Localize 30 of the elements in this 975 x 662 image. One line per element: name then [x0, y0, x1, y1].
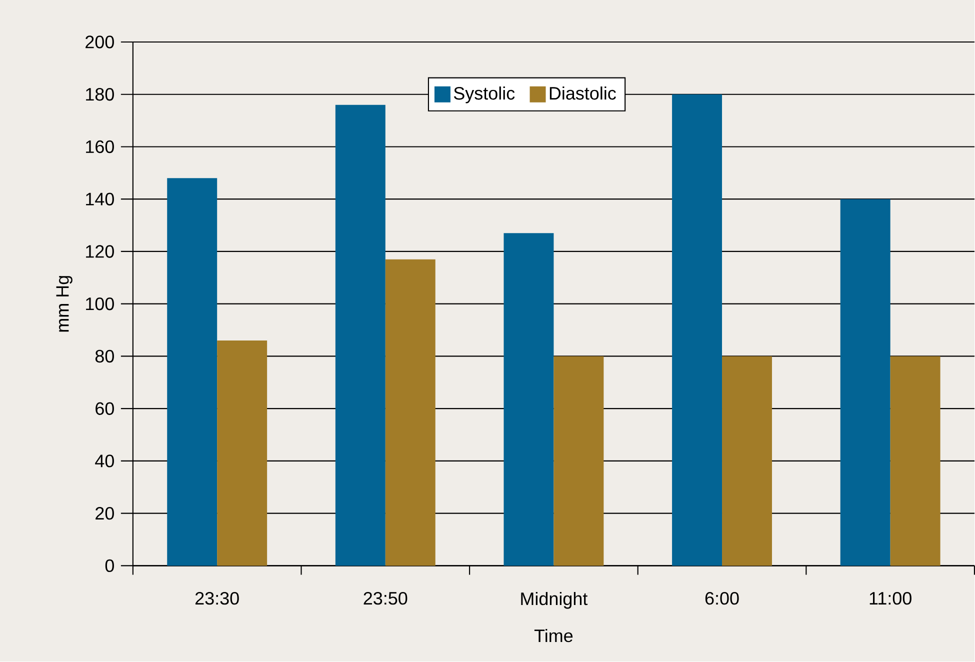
y-tick-label: 60	[96, 402, 114, 416]
bar	[890, 356, 940, 566]
bar	[672, 94, 722, 566]
y-tick-label: 160	[86, 140, 114, 154]
y-axis-title: mm Hg	[56, 276, 72, 332]
x-tick-label: 23:30	[195, 592, 239, 605]
y-tick-label: 20	[96, 507, 114, 520]
bar	[217, 340, 268, 566]
y-tick-label: 0	[105, 560, 114, 572]
bar	[335, 104, 386, 566]
bar	[167, 178, 218, 566]
x-axis-title: Time	[534, 629, 573, 642]
bar	[385, 259, 436, 566]
bar	[722, 356, 772, 566]
x-tick-label: 6:00	[705, 592, 739, 605]
y-tick-label: 100	[86, 298, 114, 310]
y-tick-label: 140	[86, 192, 114, 206]
legend-label: Diastolic	[550, 86, 616, 100]
bar	[504, 233, 554, 566]
y-tick-label: 120	[86, 245, 114, 258]
x-tick-label: 11:00	[870, 592, 912, 605]
y-tick-label: 200	[86, 36, 114, 49]
bar	[554, 356, 604, 566]
y-tick-label: 180	[86, 88, 114, 101]
bar	[840, 199, 890, 566]
x-tick-label: Midnight	[521, 592, 588, 609]
x-tick-label: 23:50	[364, 592, 408, 605]
y-tick-label: 40	[95, 454, 114, 468]
y-tick-label: 80	[95, 350, 114, 363]
legend-label: Systolic	[454, 86, 515, 104]
